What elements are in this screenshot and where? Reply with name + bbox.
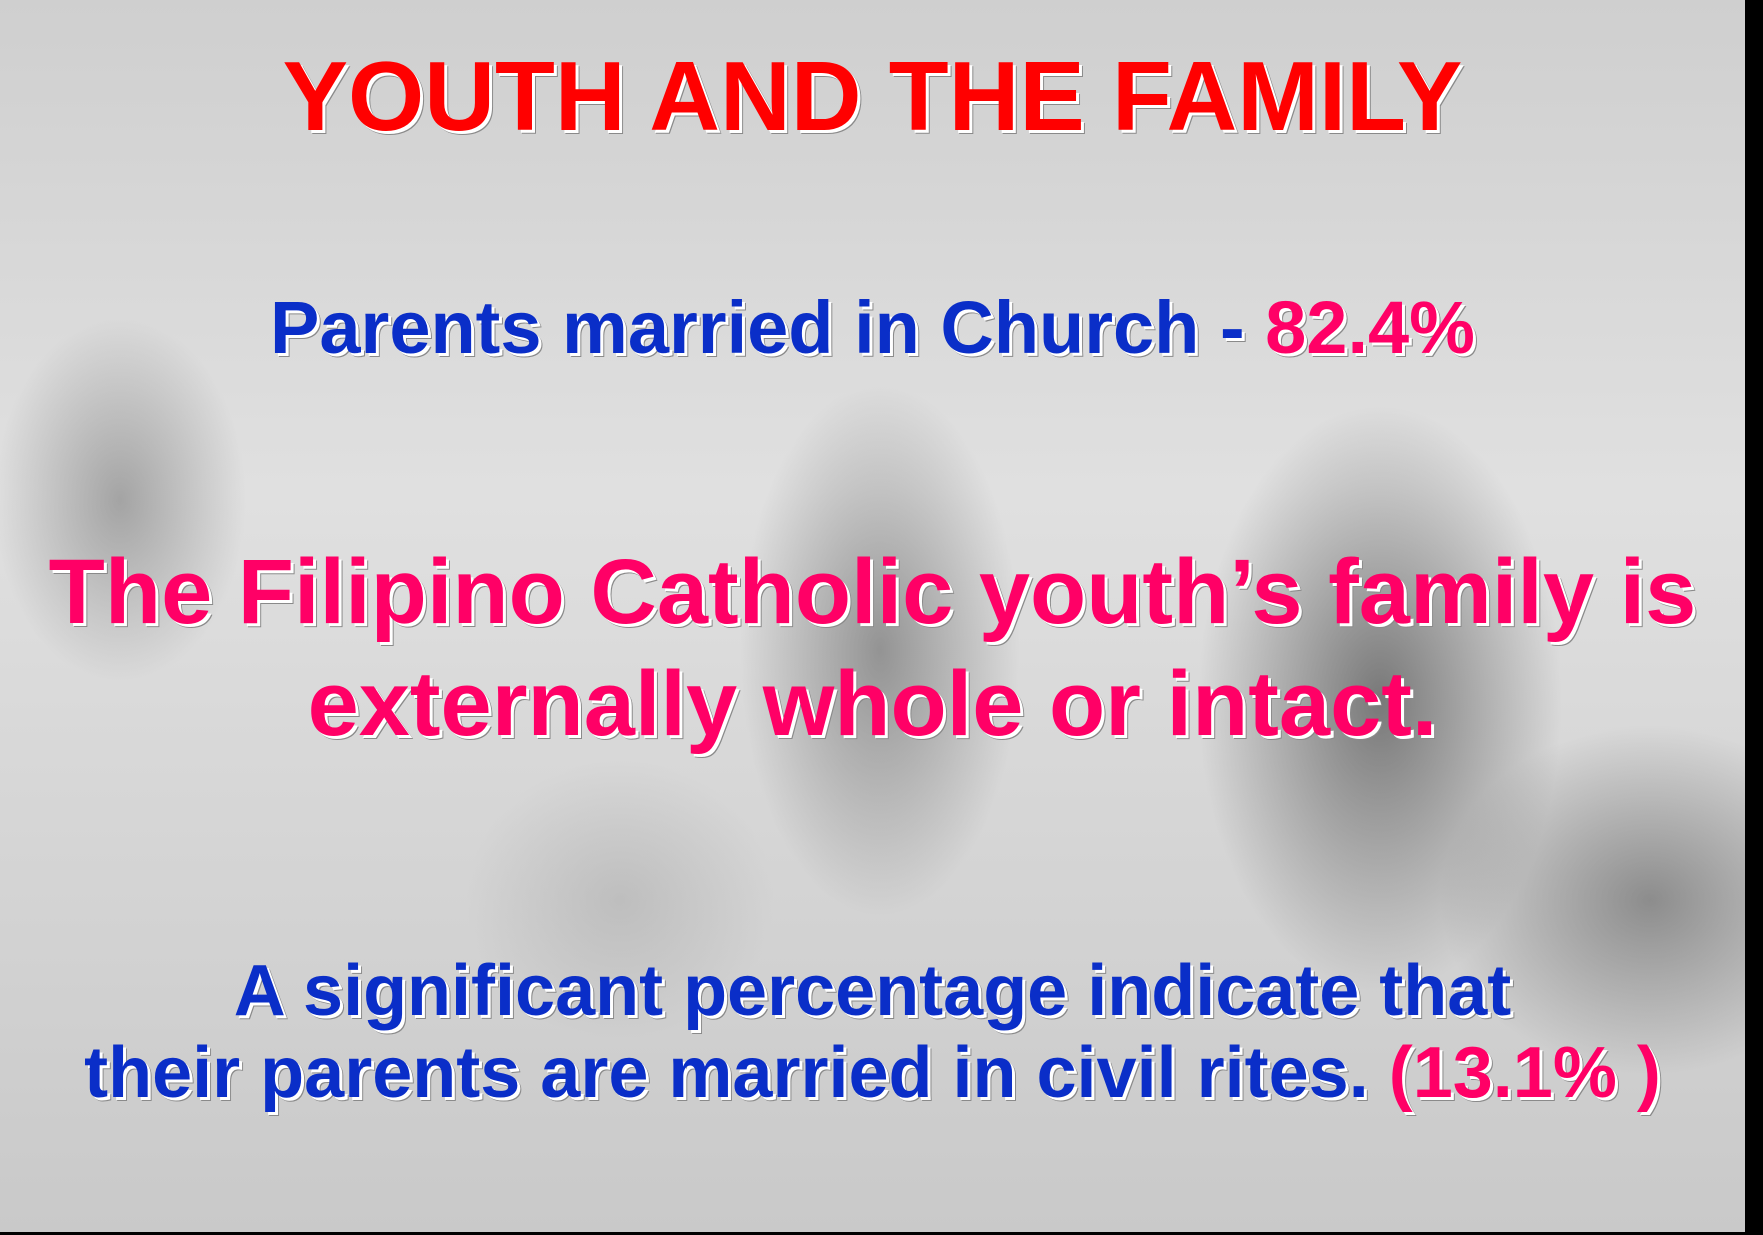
church-figure: 82.4%: [1265, 286, 1475, 369]
church-line: Parents married in Church - 82.4%: [0, 285, 1745, 370]
civil-text: their parents are married in civil rites…: [84, 1033, 1369, 1113]
church-text: Parents married in Church -: [270, 286, 1245, 369]
civil-line: A significant percentage indicate that: [0, 950, 1745, 1032]
slide: YOUTH AND THE FAMILY Parents married in …: [0, 0, 1745, 1232]
statement-line: The Filipino Catholic youth’s family is: [0, 540, 1745, 645]
civil-figure: (13.1% ): [1389, 1033, 1661, 1113]
slide-title: YOUTH AND THE FAMILY: [0, 40, 1745, 153]
civil-line: their parents are married in civil rites…: [0, 1032, 1745, 1114]
page: {"slide": { "title": "YOUTH AND THE FAMI…: [0, 0, 1763, 1235]
statement-line: externally whole or intact.: [0, 652, 1745, 757]
